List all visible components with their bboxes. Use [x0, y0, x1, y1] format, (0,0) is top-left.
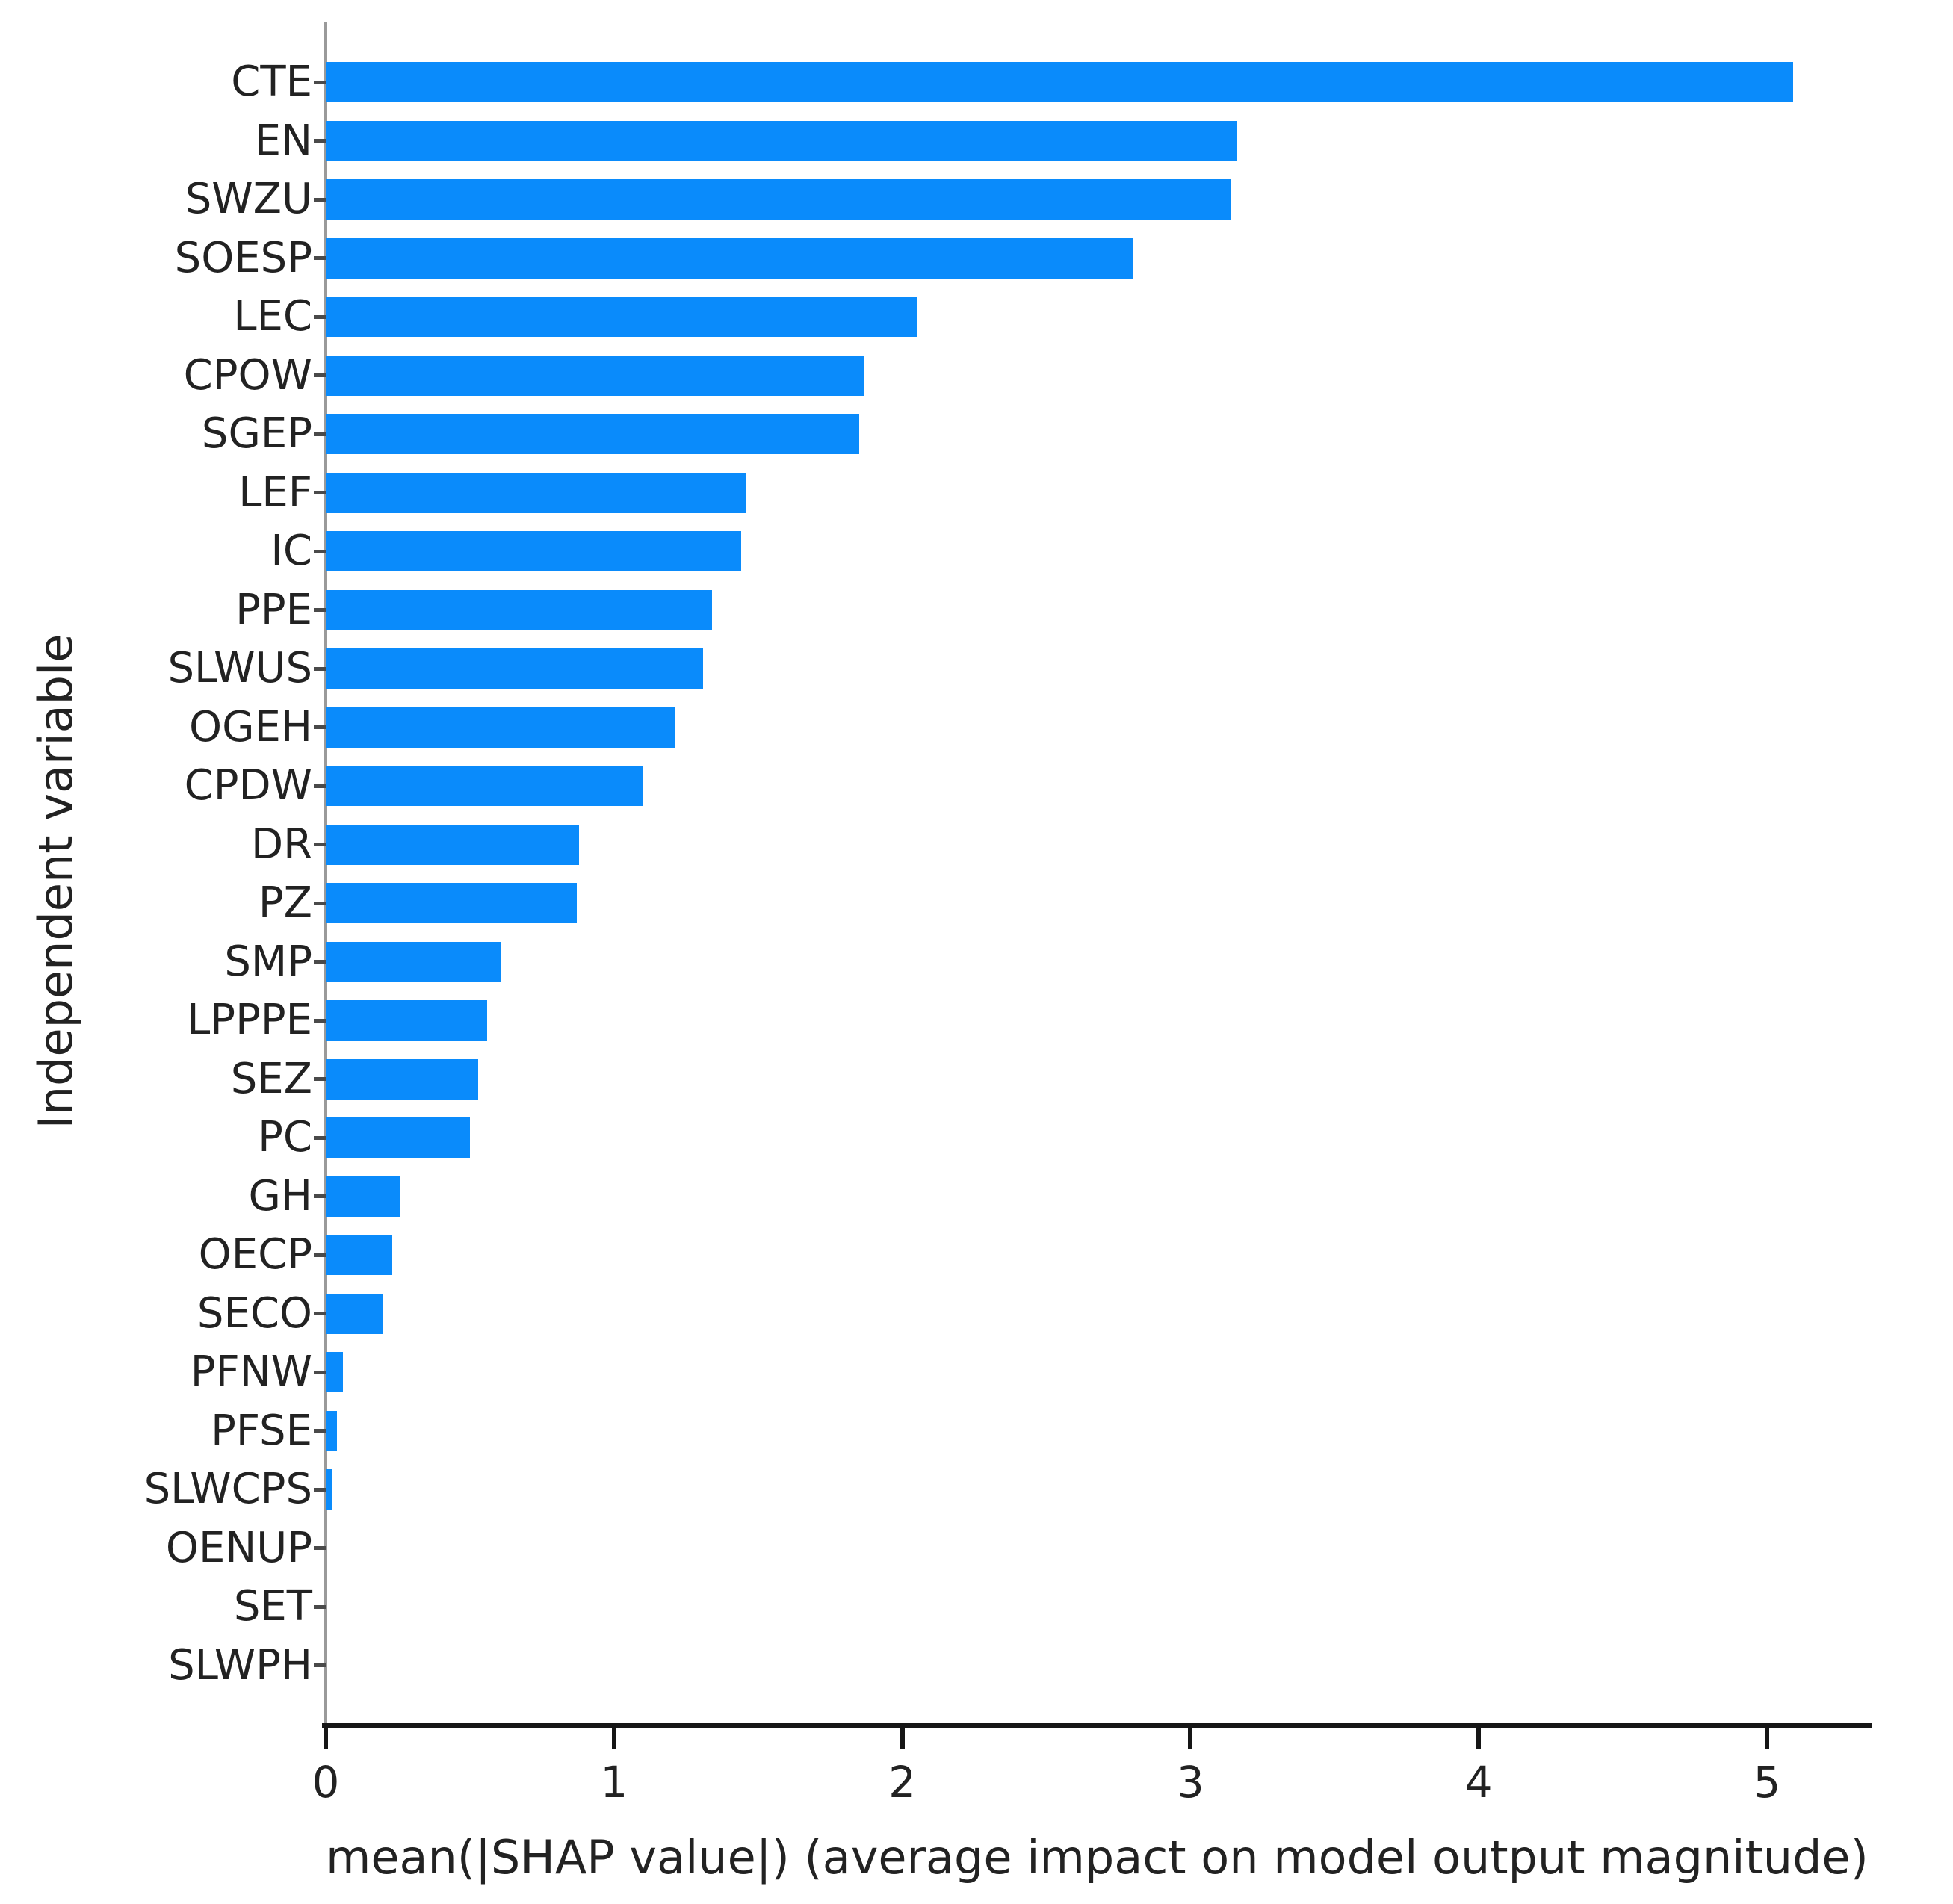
bar-sez: [326, 1058, 479, 1100]
y-tick-mark: [314, 1663, 326, 1668]
bar-sgep: [326, 414, 859, 455]
y-tick-mark: [314, 608, 326, 613]
bar-dr: [326, 824, 580, 865]
y-axis-spine: [324, 22, 327, 1725]
y-tick-label-set: SET: [233, 1582, 312, 1631]
x-axis-spine: [322, 1723, 1872, 1728]
x-tick-label-5: 5: [1753, 1757, 1781, 1808]
x-tick-label-0: 0: [312, 1757, 340, 1808]
bar-ppe: [326, 589, 712, 630]
y-tick-mark: [314, 1077, 326, 1082]
bar-smp: [326, 941, 502, 982]
y-tick-label-cpow: CPOW: [183, 350, 312, 400]
y-tick-label-swzu: SWZU: [185, 175, 312, 224]
y-tick-mark: [314, 1604, 326, 1609]
y-tick-label-slwcps: SLWCPS: [143, 1465, 312, 1514]
y-tick-mark: [314, 1546, 326, 1551]
y-tick-mark: [314, 1194, 326, 1199]
y-tick-mark: [314, 901, 326, 905]
y-tick-mark: [314, 1370, 326, 1374]
x-tick-mark: [324, 1725, 328, 1749]
y-tick-label-pc: PC: [258, 1113, 312, 1162]
y-tick-label-lec: LEC: [233, 292, 312, 341]
x-tick-mark: [611, 1725, 616, 1749]
y-tick-label-pfse: PFSE: [211, 1406, 312, 1455]
x-tick-mark: [1764, 1725, 1769, 1749]
y-tick-label-gh: GH: [248, 1171, 312, 1221]
y-tick-label-slwph: SLWPH: [168, 1640, 312, 1690]
bar-en: [326, 120, 1237, 161]
bar-cpdw: [326, 766, 643, 807]
y-tick-mark: [314, 1018, 326, 1023]
y-tick-mark: [314, 432, 326, 436]
y-tick-mark: [314, 549, 326, 553]
y-tick-label-pfnw: PFNW: [190, 1348, 312, 1397]
y-tick-mark: [314, 1135, 326, 1140]
y-tick-mark: [314, 725, 326, 730]
x-tick-mark: [900, 1725, 905, 1749]
y-tick-mark: [314, 1487, 326, 1492]
bar-ogeh: [326, 707, 675, 748]
bar-oecp: [326, 1235, 392, 1276]
y-tick-label-ic: IC: [270, 527, 312, 576]
bar-pfnw: [326, 1352, 344, 1393]
y-tick-label-slwus: SLWUS: [167, 644, 312, 693]
bar-slwcps: [326, 1469, 332, 1510]
y-tick-mark: [314, 666, 326, 671]
y-tick-label-sez: SEZ: [230, 1054, 312, 1103]
x-axis-label: mean(|SHAP value|) (average impact on mo…: [326, 1830, 1869, 1885]
y-tick-label-oecp: OECP: [198, 1230, 312, 1280]
bar-slwus: [326, 648, 704, 689]
bar-pc: [326, 1117, 470, 1159]
y-tick-mark: [314, 491, 326, 495]
y-tick-label-en: EN: [254, 116, 312, 165]
y-tick-mark: [314, 960, 326, 964]
y-tick-label-lef: LEF: [238, 468, 312, 517]
y-tick-mark: [314, 197, 326, 202]
y-tick-mark: [314, 1429, 326, 1433]
y-tick-label-pz: PZ: [258, 878, 312, 928]
x-tick-mark: [1476, 1725, 1482, 1749]
bar-seco: [326, 1293, 384, 1334]
x-tick-label-2: 2: [888, 1757, 917, 1808]
y-tick-label-oenup: OENUP: [165, 1523, 312, 1572]
y-tick-label-soesp: SOESP: [174, 233, 312, 282]
y-tick-mark: [314, 1253, 326, 1257]
y-tick-mark: [314, 80, 326, 84]
y-tick-label-cte: CTE: [231, 58, 312, 107]
bar-ic: [326, 531, 741, 572]
bar-lpppe: [326, 1000, 488, 1041]
plot-area: CTE EN SWZU SOESP LEC CPOW SGEP LEF IC PPE SLWUS OG…: [144, 22, 1872, 1805]
y-tick-label-lpppe: LPPPE: [187, 996, 312, 1045]
y-tick-label-smp: SMP: [224, 937, 312, 986]
y-tick-label-cpdw: CPDW: [184, 761, 312, 810]
y-tick-label-ogeh: OGEH: [189, 702, 312, 751]
y-tick-mark: [314, 314, 326, 319]
bar-gh: [326, 1176, 401, 1217]
bar-cte: [326, 62, 1793, 103]
bar-pfse: [326, 1410, 338, 1451]
bar-lec: [326, 297, 917, 338]
bar-pz: [326, 883, 577, 924]
y-tick-mark: [314, 843, 326, 847]
y-tick-mark: [314, 256, 326, 261]
bar-lef: [326, 472, 747, 513]
y-tick-label-sgep: SGEP: [201, 409, 312, 459]
x-tick-label-1: 1: [600, 1757, 628, 1808]
bar-swzu: [326, 179, 1231, 220]
y-tick-mark: [314, 139, 326, 143]
y-tick-mark: [314, 373, 326, 378]
y-tick-label-ppe: PPE: [235, 585, 312, 634]
x-tick-label-3: 3: [1176, 1757, 1204, 1808]
y-tick-label-dr: DR: [250, 819, 312, 869]
x-tick-label-4: 4: [1464, 1757, 1493, 1808]
x-tick-mark: [1188, 1725, 1193, 1749]
bar-cpow: [326, 355, 865, 396]
bar-soesp: [326, 238, 1133, 279]
y-tick-mark: [314, 1312, 326, 1316]
y-tick-mark: [314, 784, 326, 788]
y-tick-label-seco: SECO: [196, 1289, 312, 1338]
